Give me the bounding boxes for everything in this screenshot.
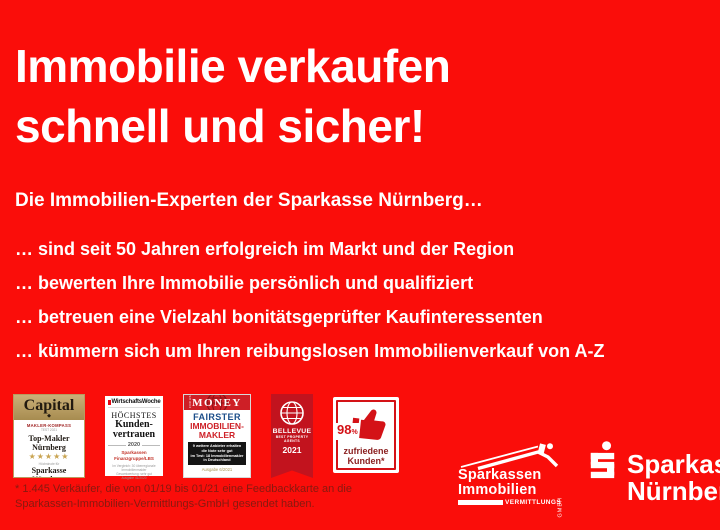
- sparkassen-immobilien-wordmark: Sparkassen Immobilien GMBH: [458, 467, 563, 518]
- satisfaction-label: zufriedene Kunden*: [343, 446, 389, 466]
- wiwo-recipient: Sparkassen Finanzgruppe/LBS: [108, 450, 160, 461]
- award-badges-row: Capital ◆ MAKLER-KOMPASS TEST 2021 Top-M…: [13, 394, 399, 480]
- wiwo-vertrauen: vertrauen: [112, 429, 156, 440]
- bullet-item: … bewerten Ihre Immobilie persönlich und…: [15, 273, 474, 293]
- sparkasse-line2: Nürnberg: [627, 476, 720, 506]
- capital-masthead: Capital ◆: [14, 395, 84, 420]
- wirtschaftswoche-award-badge: WirtschaftsWoche HÖCHSTES Kunden- vertra…: [105, 396, 163, 480]
- roof-icon: [460, 443, 559, 470]
- diamond-ornament-icon: ◆: [47, 413, 51, 419]
- globe-icon: [280, 401, 304, 425]
- money-fairster: FAIRSTER: [193, 412, 241, 422]
- money-test-note: 9 weitere Anbieter erhalten die Note seh…: [188, 442, 246, 466]
- headline: Immobilie verkaufen schnell und sicher!: [15, 36, 451, 156]
- capital-award-badge: Capital ◆ MAKLER-KOMPASS TEST 2021 Top-M…: [13, 394, 85, 478]
- wiwo-year-row: 2020: [108, 442, 160, 448]
- footnote: * 1.445 Verkäufer, die von 01/19 bis 01/…: [15, 482, 352, 512]
- intro-text: Die Immobilien-Experten der Sparkasse Nü…: [15, 190, 483, 211]
- satisfaction-percent: 98%: [336, 423, 359, 440]
- wiwo-kunden: Kunden-: [115, 419, 153, 430]
- five-stars-icon: ★★★★★: [28, 452, 70, 461]
- capital-award-text: Top-Makler Nürnberg: [28, 434, 70, 452]
- capital-recipient: Sparkasse Nürnberg: [31, 466, 67, 477]
- globe-icon: [206, 395, 228, 410]
- red-block-icon: [107, 399, 111, 405]
- sparkasse-line1: Sparkasse: [627, 449, 720, 479]
- money-issue: Ausgabe 6/2021: [201, 467, 233, 473]
- wirtschaftswoche-masthead: WirtschaftsWoche: [107, 399, 161, 408]
- focus-money-masthead: FOCUS MONEY: [184, 395, 250, 410]
- vermittlungs-row: VERMITTLUNGS: [458, 499, 562, 506]
- focus-money-award-badge: FOCUS MONEY FAIRSTER IMMOBILIEN- MAKLER …: [183, 394, 251, 478]
- satisfaction-badge: 98% zufriedene Kunden*: [333, 397, 399, 473]
- thumbs-up-icon: [351, 409, 386, 440]
- bellevue-subtitle1: BEST PROPERTY: [275, 435, 309, 439]
- bellevue-title: BELLEVUE: [272, 428, 312, 435]
- capital-kicker-note: TEST 2021: [40, 428, 58, 432]
- capital-note: Höchstnote für: [38, 462, 60, 466]
- bellevue-subtitle2: AGENTS: [284, 439, 300, 444]
- wirtschaftswoche-logo-text: WirtschaftsWoche: [111, 399, 161, 405]
- headline-line1: Immobilie verkaufen: [15, 40, 451, 92]
- capital-kicker: MAKLER-KOMPASS: [26, 423, 72, 428]
- headline-line2: schnell und sicher!: [15, 100, 425, 152]
- footnote-line1: * 1.445 Verkäufer, die von 01/19 bis 01/…: [15, 483, 352, 495]
- bullet-item: … sind seit 50 Jahren erfolgreich im Mar…: [15, 239, 515, 259]
- bellevue-year: 2021: [282, 445, 302, 456]
- bullet-list: … sind seit 50 Jahren erfolgreich im Mar…: [15, 239, 604, 375]
- sparkasse-wordmark: Sparkasse Nürnberg: [627, 451, 720, 505]
- footnote-line2: Sparkassen-Immobilien-Vermittlungs-GmbH …: [15, 498, 315, 510]
- wiwo-hoechstes: HÖCHSTES: [111, 411, 157, 420]
- money-makler: MAKLER: [198, 430, 236, 440]
- bullet-item: … betreuen eine Vielzahl bonitätsgeprüft…: [15, 307, 543, 327]
- bellevue-award-badge: BELLEVUE BEST PROPERTY AGENTS 2021: [271, 394, 313, 478]
- money-logo-text: MONEY: [192, 396, 242, 409]
- logo-line2: Immobilien: [458, 481, 537, 498]
- wiwo-recipient-line1: Sparkassen: [121, 450, 147, 455]
- capital-title: Capital: [23, 397, 75, 414]
- money-immobilien: IMMOBILIEN-: [190, 421, 244, 431]
- sparkasse-s-icon: [590, 441, 615, 479]
- wiwo-recipient-line2: Finanzgruppe/LBS: [114, 455, 154, 461]
- bar-icon: [458, 500, 503, 505]
- logo-line1: Sparkassen: [458, 467, 542, 483]
- gmbh-vertical-label: GMBH: [557, 497, 563, 518]
- vermittlungs-label: VERMITTLUNGS: [505, 499, 562, 506]
- sparkassen-immobilien-logo: Sparkassen Immobilien GMBH VERMITTLUNGS: [458, 443, 563, 518]
- wiwo-fine-print: Im Vergleich: 30 überregionale Immobilie…: [112, 464, 156, 480]
- bullet-item: … kümmern sich um Ihren reibungslosen Im…: [15, 341, 605, 361]
- wiwo-year: 2020: [127, 442, 141, 448]
